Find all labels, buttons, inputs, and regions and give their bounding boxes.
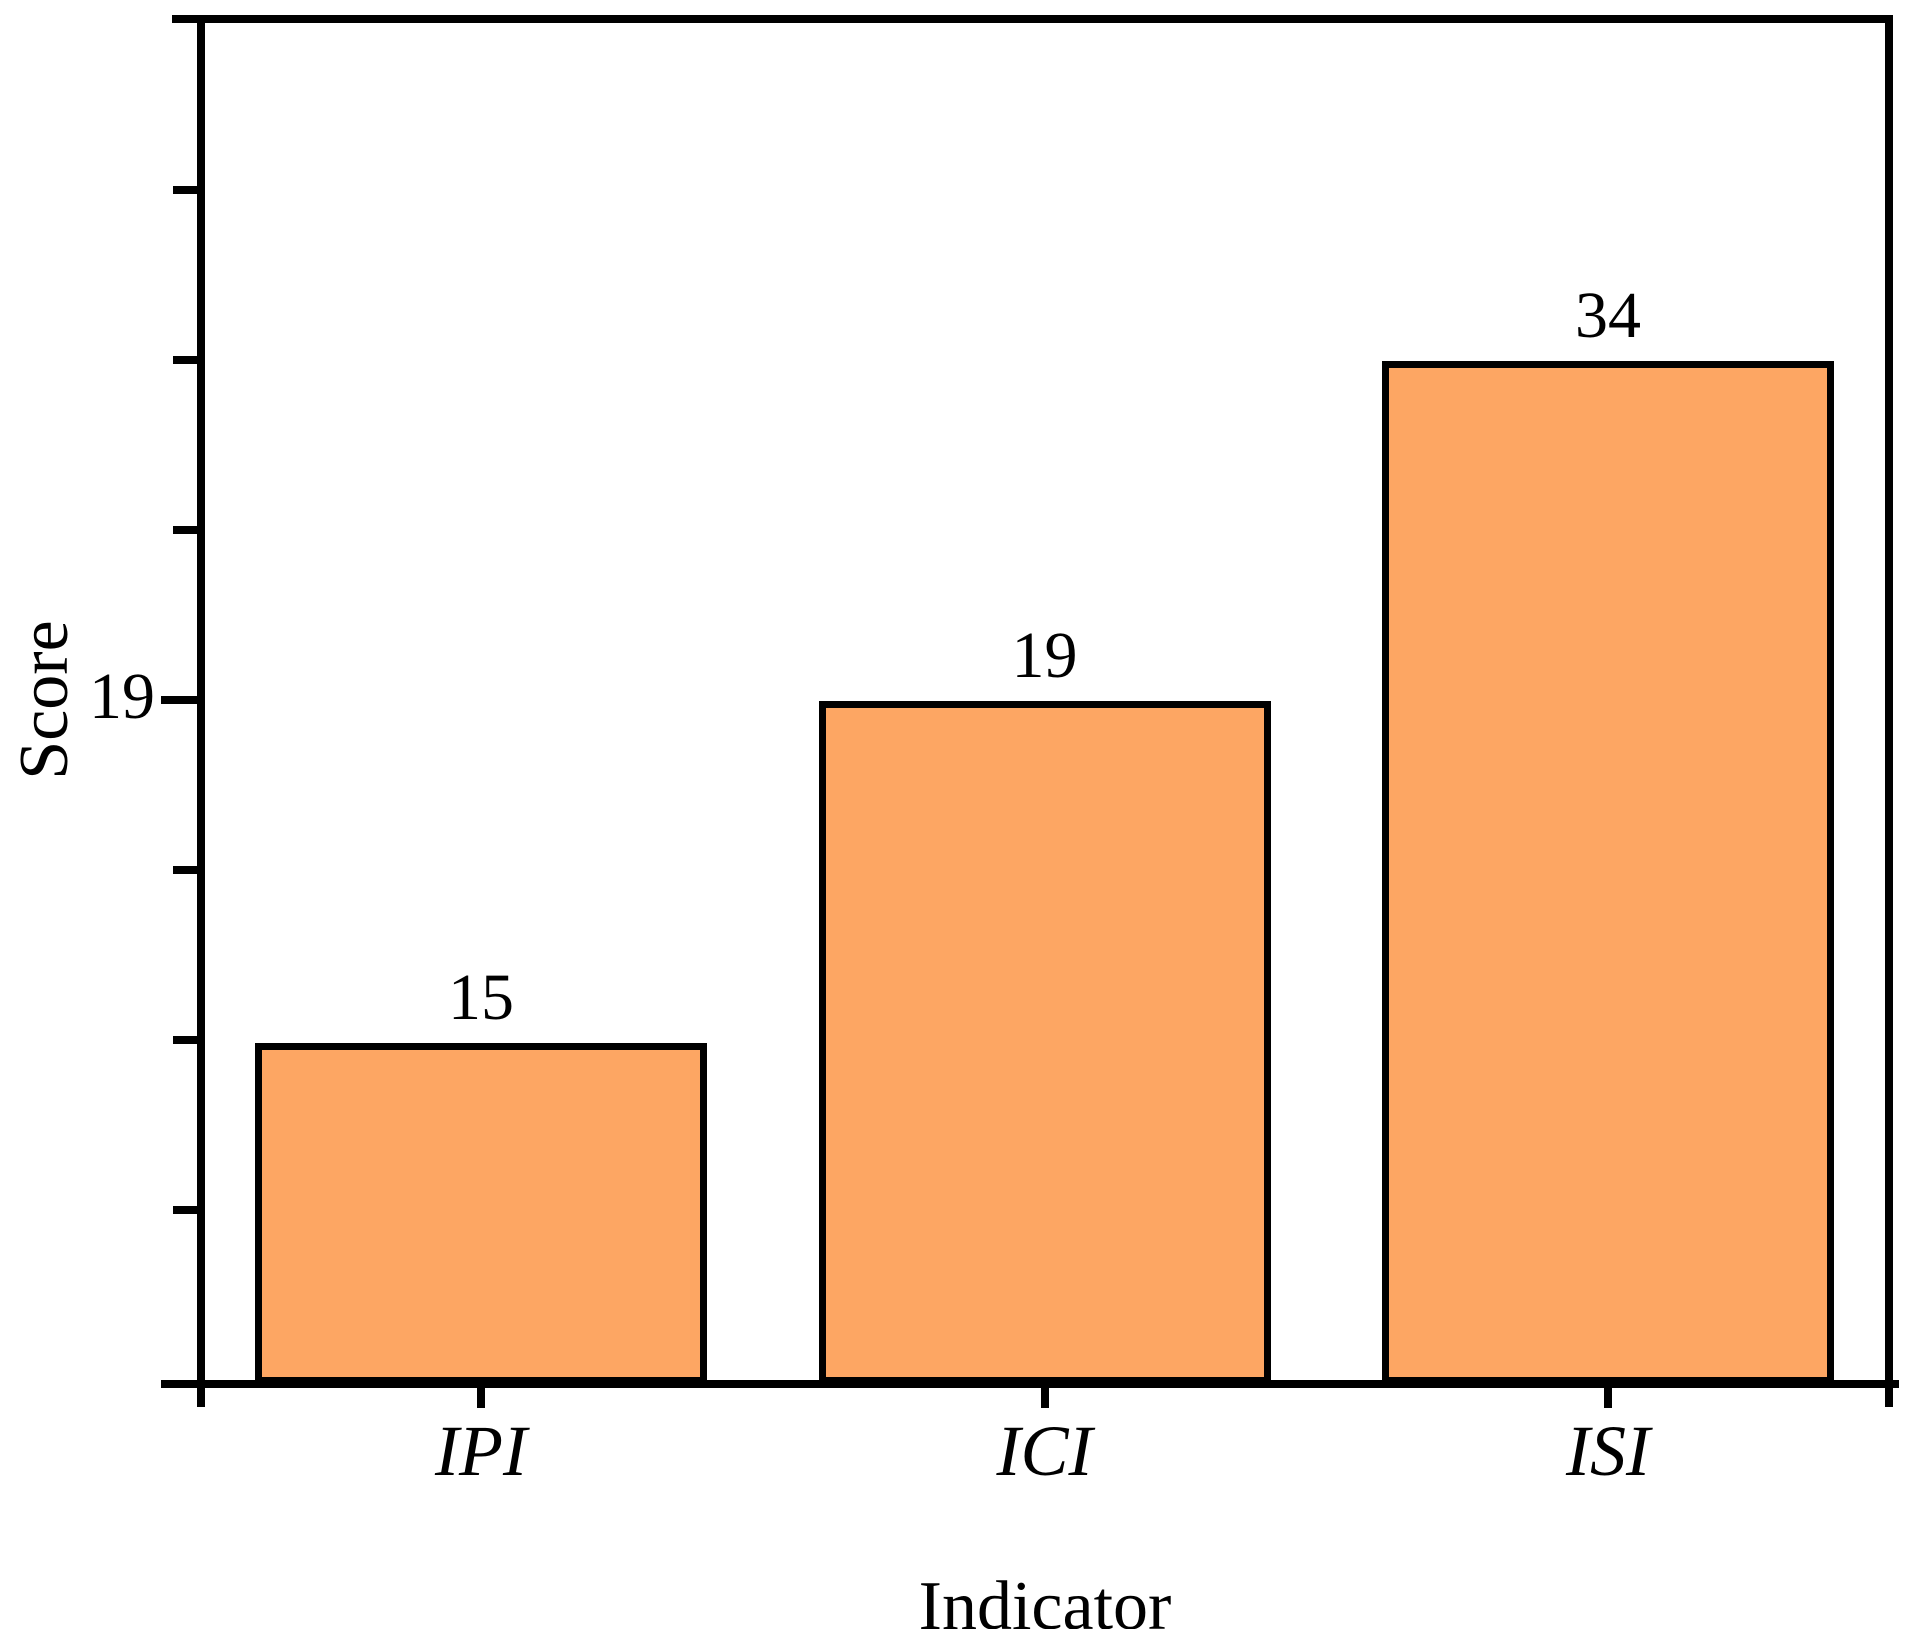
x-tick-ipi xyxy=(477,1388,485,1408)
axis-bottom-spine xyxy=(161,1380,1899,1388)
y-minor-tick-5 xyxy=(173,1206,197,1214)
bar-value-label-ipi: 15 xyxy=(448,961,514,1034)
bar-value-label-ici: 19 xyxy=(1011,619,1078,692)
axis-top-spine xyxy=(172,15,1893,23)
bar-isi xyxy=(1382,361,1834,1384)
bar-ici xyxy=(818,701,1271,1384)
bar-value-label-isi: 34 xyxy=(1575,279,1641,352)
category-label-ici: ICI xyxy=(996,1411,1093,1491)
category-label-ipi: IPI xyxy=(435,1411,527,1491)
x-tick-isi xyxy=(1604,1388,1612,1408)
y-minor-tick-3 xyxy=(173,866,197,874)
y-axis-tick-label: 19 xyxy=(89,660,155,733)
axis-right-spine xyxy=(1885,15,1893,1407)
y-minor-tick-2 xyxy=(173,526,197,534)
bar-ipi xyxy=(255,1043,707,1384)
x-axis-title: Indicator xyxy=(918,1568,1172,1629)
x-tick-ici xyxy=(1040,1388,1049,1408)
y-axis-title: Score xyxy=(6,620,83,780)
axis-left-spine xyxy=(197,15,205,1407)
y-major-tick xyxy=(161,696,197,704)
y-minor-tick-1 xyxy=(173,356,197,364)
y-minor-tick-4 xyxy=(173,1036,197,1044)
category-label-isi: ISI xyxy=(1566,1411,1650,1491)
y-minor-tick-0 xyxy=(173,186,197,194)
